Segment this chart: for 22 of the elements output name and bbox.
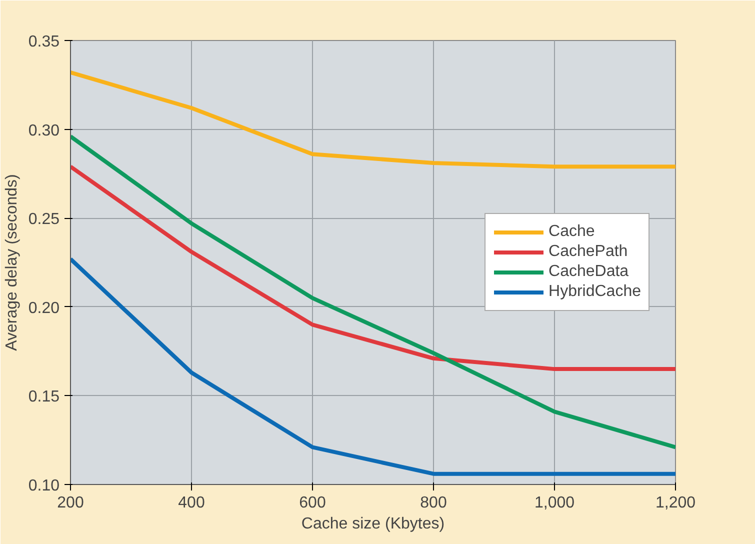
x-tick-label: 400	[178, 494, 205, 512]
y-tick-label: 0.15	[28, 388, 60, 406]
legend-label: Cache	[548, 223, 595, 241]
legend-label: CacheData	[548, 263, 629, 281]
legend-label: HybridCache	[548, 283, 641, 301]
x-axis-title: Cache size (Kbytes)	[301, 516, 445, 532]
y-tick-label: 0.30	[28, 122, 60, 140]
line-series	[70, 256, 676, 476]
x-tick-label: 600	[299, 494, 326, 512]
line-series	[70, 164, 676, 372]
x-tick-label: 1,000	[534, 494, 575, 512]
y-tick-label: 0.25	[28, 211, 60, 228]
legend-label: CachePath	[548, 243, 628, 261]
y-tick-label: 0.20	[28, 300, 60, 317]
x-tick-label: 800	[420, 494, 447, 512]
y-tick-label: 0.10	[28, 478, 60, 494]
line-series	[70, 70, 676, 169]
y-axis-title: Average delay (seconds)	[3, 174, 20, 351]
line-series	[70, 134, 676, 450]
x-tick-label: 1,200	[655, 494, 696, 512]
x-tick-label: 200	[57, 494, 84, 512]
y-tick-label: 0.35	[28, 34, 60, 50]
